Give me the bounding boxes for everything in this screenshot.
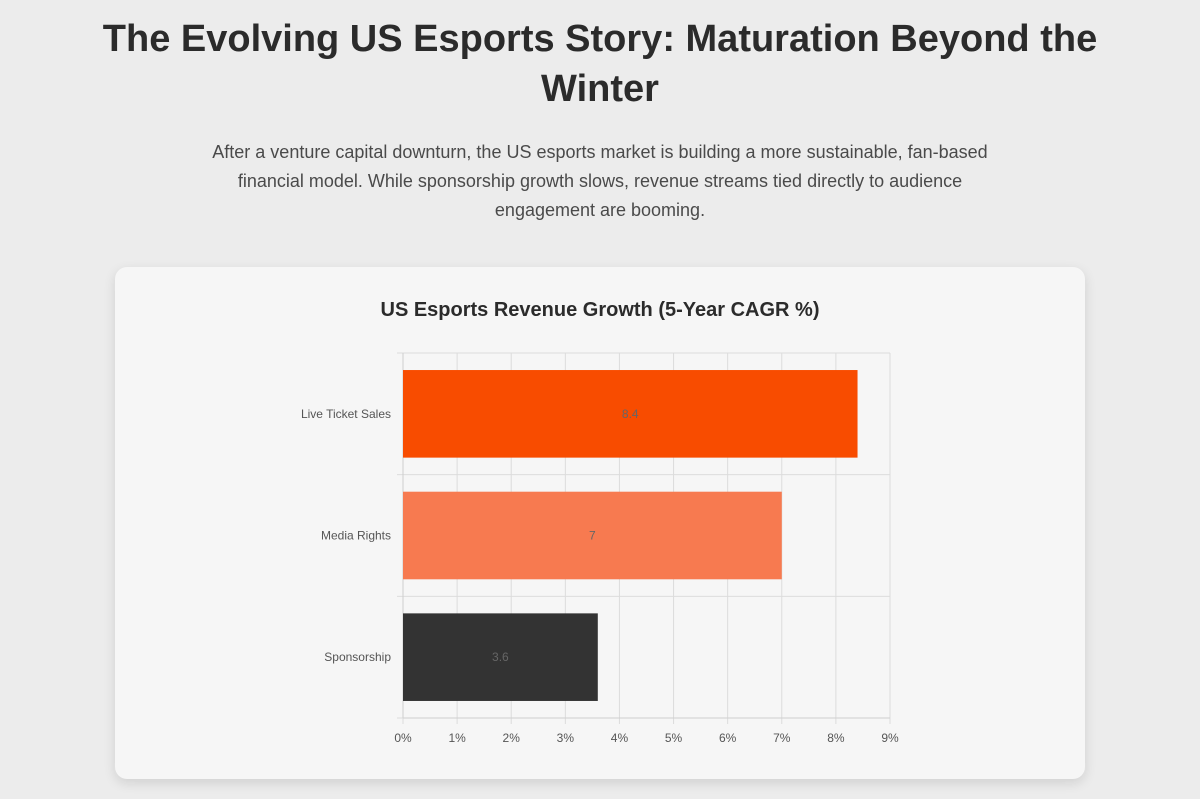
intro-text: After a venture capital downturn, the US…	[212, 142, 988, 220]
bar	[403, 613, 598, 701]
bar	[403, 370, 858, 458]
bar-chart: 0% 1% 2% 3% 4% 5% 6% 7% 8% 9% Live Ticket Sales 8.4…	[301, 352, 899, 745]
data-label: 8.4	[622, 407, 639, 421]
data-label: 7	[589, 529, 596, 543]
x-tick-label: 8%	[827, 731, 845, 745]
x-tick-label: 9%	[881, 731, 899, 745]
category-label: Live Ticket Sales	[301, 407, 391, 421]
x-tick-label: 5%	[665, 731, 683, 745]
x-tick-label: 6%	[719, 731, 737, 745]
chart-card: US Esports Revenue Growth (5-Year CAGR %…	[115, 267, 1085, 779]
data-label: 3.6	[492, 650, 509, 664]
x-tick-label: 2%	[503, 731, 521, 745]
category-label: Media Rights	[321, 529, 391, 543]
x-tick-label: 0%	[394, 731, 412, 745]
x-tick-label: 4%	[611, 731, 629, 745]
x-tick-label: 3%	[557, 731, 575, 745]
category-label: Sponsorship	[324, 650, 391, 664]
x-tick-label: 7%	[773, 731, 791, 745]
x-tick-label: 1%	[448, 731, 466, 745]
page-title: The Evolving US Esports Story: Maturatio…	[102, 18, 1098, 110]
bar	[403, 491, 782, 580]
chart-title: US Esports Revenue Growth (5-Year CAGR %…	[380, 299, 820, 321]
